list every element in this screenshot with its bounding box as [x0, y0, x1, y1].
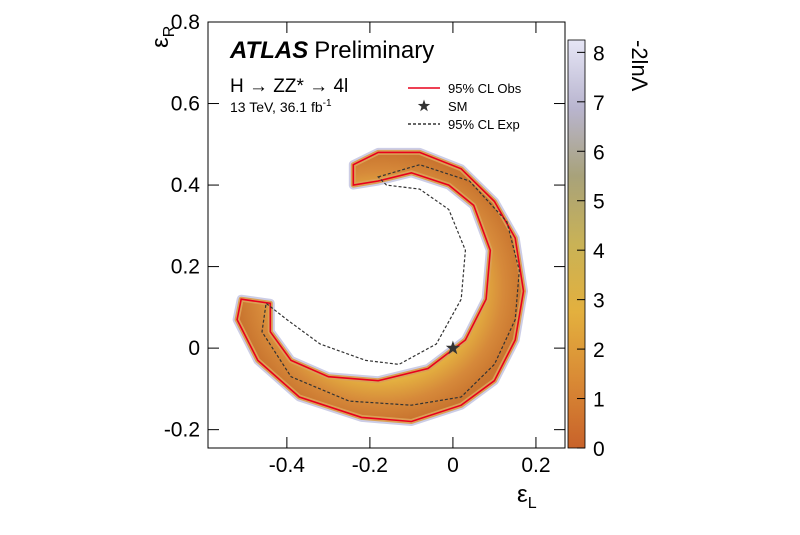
lumi-exponent: -1	[323, 98, 332, 109]
x-axis-label: εL	[517, 481, 537, 512]
plot-area	[232, 147, 528, 426]
y-tick-label: 0.4	[171, 174, 201, 197]
experiment-label: ATLAS Preliminary	[229, 37, 434, 64]
legend-label: 95% CL Exp	[448, 117, 520, 132]
plot-frame	[207, 21, 566, 449]
energy-lumi: 13 TeV, 36.1 fb-1	[230, 98, 332, 115]
colorbar-tick-label: 0	[593, 438, 605, 461]
process-label: H → ZZ* → 4l	[230, 76, 348, 97]
legend-marker	[417, 99, 431, 112]
colorbar-tick-label: 3	[593, 290, 605, 313]
colorbar-tick-label: 7	[593, 92, 605, 115]
colorbar-tick-label: 5	[593, 191, 605, 214]
status: Preliminary	[314, 37, 434, 64]
colorbar-tick-label: 1	[593, 389, 605, 412]
colorbar	[567, 39, 586, 449]
y-tick-label: 0	[188, 337, 200, 360]
observed-contour	[236, 151, 525, 423]
y-tick-label: -0.2	[164, 419, 200, 442]
colorbar-tick-label: 2	[593, 339, 605, 362]
y-tick-label: 0.8	[171, 11, 200, 34]
y-tick-label: 0.2	[171, 256, 200, 279]
y-label-sub: R	[161, 26, 178, 38]
legend-label: 95% CL Obs	[448, 81, 522, 96]
y-tick-label: 0.6	[171, 93, 200, 116]
x-tick-label: 0.2	[521, 454, 550, 477]
x-label-symbol: ε	[517, 481, 528, 508]
y-label-symbol: ε	[147, 37, 174, 48]
colorbar-tick-label: 8	[593, 42, 605, 65]
colorbar-label: -2lnΛ	[627, 40, 652, 92]
x-tick-label: -0.4	[269, 454, 306, 477]
sm-point	[445, 340, 461, 355]
expected-contour	[261, 164, 520, 406]
energy-lumi-text: 13 TeV, 36.1 fb	[230, 99, 323, 115]
colorbar-tick-label: 4	[593, 240, 605, 263]
colorbar-tick-label: 6	[593, 141, 605, 164]
x-tick-label: -0.2	[352, 454, 388, 477]
x-tick-label: 0	[447, 454, 459, 477]
y-axis-label: εR	[147, 26, 178, 48]
experiment: ATLAS	[229, 37, 308, 64]
x-label-sub: L	[528, 495, 537, 512]
legend-label: SM	[448, 99, 468, 114]
